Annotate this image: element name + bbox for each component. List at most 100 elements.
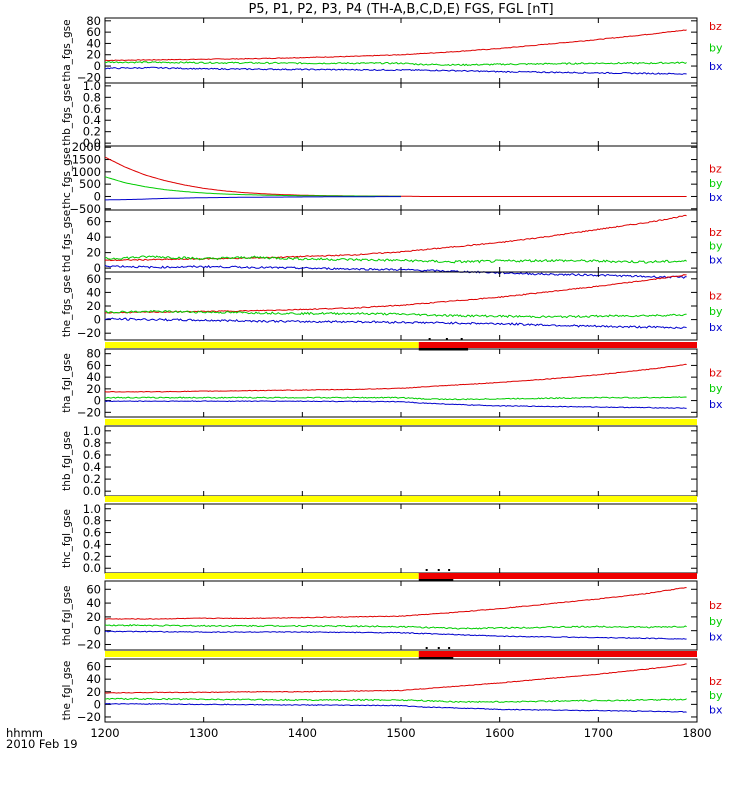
series-line-by: [104, 624, 687, 630]
y-tick-label: 0.6: [83, 526, 101, 540]
status-bar: [105, 647, 697, 660]
legend-bz: bz: [709, 20, 722, 33]
status-bar: [105, 496, 697, 502]
legend-bx: bx: [709, 703, 723, 716]
legend-bx: bx: [709, 191, 723, 204]
legend-bx: bx: [709, 253, 723, 266]
series-line-bx: [104, 66, 687, 75]
status-mark: [418, 579, 454, 582]
panel-frame: [104, 580, 698, 651]
y-tick-label: 20: [86, 685, 101, 699]
y-tick-label: 60: [86, 215, 101, 229]
series-line-bx: [104, 702, 687, 713]
panel-frame: [104, 271, 698, 341]
y-axis-label: thd_fgs_gse: [61, 210, 73, 272]
status-dot: [425, 647, 428, 649]
panel-frame: [104, 17, 698, 84]
y-tick-label: 40: [86, 285, 101, 299]
legend-bz: bz: [709, 226, 722, 239]
y-tick-label: 20: [86, 48, 101, 62]
y-tick-label: 0.8: [83, 90, 101, 104]
status-mark: [418, 657, 454, 660]
status-segment-yellow: [105, 573, 419, 579]
series-line-bz: [104, 274, 687, 314]
panel-frame: [104, 145, 698, 211]
y-tick-label: −20: [77, 637, 101, 651]
series-line-by: [104, 396, 687, 401]
y-tick-label: 0: [94, 697, 101, 711]
series-line-by: [104, 697, 687, 703]
series-line-by: [104, 61, 687, 67]
status-segment-yellow: [105, 651, 419, 657]
panel-frame: [104, 82, 698, 147]
status-segment-yellow: [105, 342, 419, 348]
status-dot: [425, 569, 428, 571]
legend-by: by: [709, 305, 723, 318]
y-tick-label: −20: [77, 405, 101, 419]
legend-by: by: [709, 42, 723, 55]
y-tick-label: −500: [69, 202, 101, 216]
y-tick-label: 0.4: [83, 537, 101, 551]
status-bar: [105, 569, 697, 582]
x-tick-label: 1500: [386, 726, 415, 740]
x-tick-label: 1200: [90, 726, 119, 740]
y-tick-label: 20: [86, 382, 101, 396]
legend-bz: bz: [709, 162, 722, 175]
status-mark: [418, 348, 469, 351]
series-line-bx: [104, 400, 687, 409]
x-axis: 1200 1300 1400 1500 1600 1700 1800: [90, 726, 711, 740]
series-line-bz: [104, 214, 687, 262]
y-tick-label: 2000: [72, 140, 101, 154]
y-tick-label: 0.4: [83, 460, 101, 474]
y-tick-label: 0: [94, 59, 101, 73]
legend-by: by: [709, 240, 723, 253]
status-bar: [105, 338, 697, 351]
status-bar: [105, 419, 697, 425]
y-tick-label: 1.0: [83, 79, 101, 93]
y-tick-label: 0.0: [83, 561, 101, 575]
legend-bx: bx: [709, 631, 723, 644]
y-tick-label: 60: [86, 358, 101, 372]
x-axis-label-line1: hhmm: [6, 726, 43, 740]
y-tick-label: 0: [94, 313, 101, 327]
series-line-bz: [104, 156, 687, 197]
y-axis-label: the_fgs_gse: [61, 275, 73, 337]
y-tick-label: 0.6: [83, 448, 101, 462]
status-dot: [448, 647, 451, 649]
y-tick-label: 20: [86, 246, 101, 260]
status-bars-group: [105, 338, 697, 660]
legend-bz: bz: [709, 675, 722, 688]
series-line-bx: [104, 264, 687, 279]
y-tick-label: −20: [77, 326, 101, 340]
chart-title: P5, P1, P2, P3, P4 (TH-A,B,C,D,E) FGS, F…: [248, 2, 553, 17]
y-tick-label: 1.0: [83, 424, 101, 438]
y-tick-label: 20: [86, 299, 101, 313]
x-axis-label-line2: 2010 Feb 19: [6, 737, 78, 751]
y-tick-label: 0: [94, 189, 101, 203]
legend-by: by: [709, 177, 723, 190]
status-segment-red: [418, 651, 697, 657]
series-line-bz: [104, 587, 687, 620]
y-tick-label: 0: [94, 261, 101, 275]
legend-bx: bx: [709, 321, 723, 334]
series-line-bz: [104, 663, 687, 694]
series-line-by: [104, 176, 401, 197]
y-tick-label: 40: [86, 230, 101, 244]
y-tick-label: 60: [86, 582, 101, 596]
y-axis-label: thb_fgl_gse: [61, 431, 73, 491]
y-tick-label: 500: [79, 177, 101, 191]
panel-frame: [104, 209, 698, 273]
y-tick-label: 60: [86, 660, 101, 674]
series-line-bx: [105, 196, 401, 201]
panel-thb_fgs_gse: 1.00.80.60.40.20.0 thb_fgs_gse: [61, 79, 698, 150]
y-tick-label: 60: [86, 272, 101, 286]
series-line-bx: [104, 630, 687, 640]
y-tick-label: 1000: [72, 165, 101, 179]
y-tick-label: 0.2: [83, 125, 101, 139]
